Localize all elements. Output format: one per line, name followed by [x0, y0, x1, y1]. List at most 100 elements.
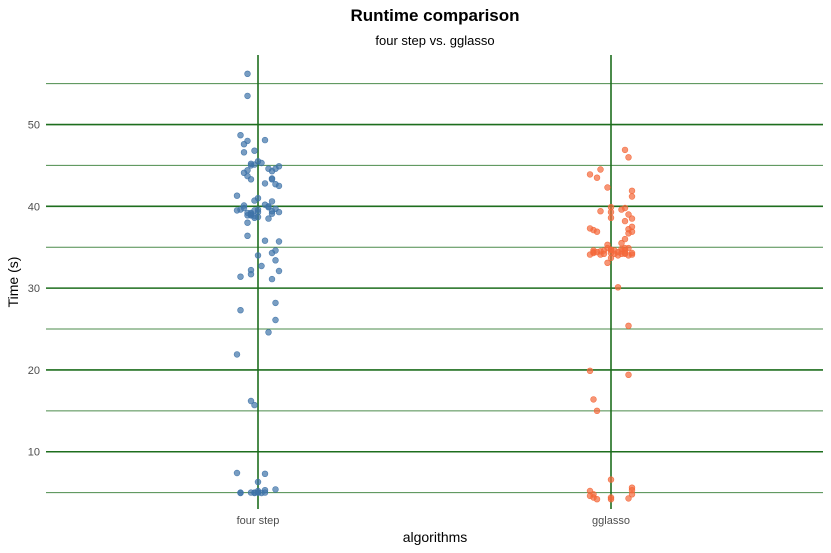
- point-four-step-75: [233, 469, 241, 477]
- chart-subtitle: four step vs. gglasso: [375, 33, 494, 48]
- point-four-step-60: [254, 252, 262, 259]
- point-four-step-70: [272, 316, 279, 324]
- point-gglasso-56: [607, 246, 615, 253]
- y-tick-label-50: 50: [28, 120, 40, 132]
- point-four-step-64: [258, 262, 265, 270]
- point-gglasso-5: [604, 184, 611, 191]
- point-four-step-26: [233, 192, 241, 199]
- point-four-step-77: [254, 478, 262, 486]
- point-four-step-0: [244, 70, 251, 78]
- point-gglasso-4: [593, 174, 601, 181]
- chart-title: Runtime comparison: [350, 6, 519, 25]
- data-points: [233, 70, 636, 503]
- point-gglasso-62: [593, 407, 601, 414]
- point-four-step-73: [247, 397, 255, 405]
- point-gglasso-74: [628, 491, 636, 498]
- tick-labels: 10 20 30 40 50 four step gglasso: [28, 120, 630, 527]
- point-four-step-57: [275, 238, 283, 245]
- point-four-step-2: [237, 132, 244, 139]
- point-four-step-7: [240, 149, 248, 156]
- point-four-step-67: [237, 273, 244, 280]
- point-gglasso-44: [597, 251, 604, 258]
- point-four-step-69: [237, 307, 244, 314]
- point-four-step-20: [247, 176, 255, 183]
- point-four-step-74: [251, 401, 258, 409]
- point-gglasso-11: [597, 208, 604, 215]
- point-gglasso-70: [607, 494, 615, 501]
- point-gglasso-23: [625, 230, 632, 237]
- point-gglasso-68: [593, 496, 601, 503]
- point-four-step-68: [272, 299, 279, 307]
- point-gglasso-39: [628, 249, 636, 257]
- point-gglasso-3: [586, 171, 594, 178]
- x-tick-label-gglasso: gglasso: [592, 515, 630, 527]
- point-gglasso-73: [625, 495, 632, 502]
- x-axis-label: algorithms: [403, 529, 468, 545]
- point-four-step-1: [244, 92, 251, 100]
- point-gglasso-59: [625, 371, 632, 378]
- point-four-step-54: [244, 219, 251, 226]
- point-gglasso-1: [625, 154, 632, 161]
- point-four-step-55: [244, 232, 251, 240]
- point-gglasso-12: [607, 208, 615, 216]
- point-four-step-4: [261, 136, 269, 144]
- point-gglasso-50: [607, 254, 615, 262]
- y-tick-label-20: 20: [28, 365, 40, 377]
- point-gglasso-54: [618, 245, 625, 253]
- point-gglasso-10: [618, 206, 625, 213]
- grid-lines: [46, 55, 823, 509]
- point-gglasso-25: [618, 239, 625, 247]
- point-gglasso-61: [590, 396, 597, 403]
- point-four-step-72: [233, 351, 241, 358]
- point-four-step-66: [268, 275, 276, 283]
- point-four-step-71: [265, 329, 272, 336]
- point-gglasso-57: [614, 284, 622, 291]
- point-four-step-62: [275, 267, 283, 275]
- point-four-step-59: [268, 249, 276, 257]
- point-four-step-28: [268, 198, 276, 205]
- point-gglasso-13: [625, 211, 632, 218]
- point-four-step-38: [265, 204, 272, 211]
- point-gglasso-2: [597, 166, 604, 173]
- point-four-step-76: [261, 470, 269, 477]
- point-gglasso-60: [586, 367, 594, 374]
- point-four-step-61: [272, 257, 279, 264]
- point-four-step-16: [268, 168, 276, 175]
- point-gglasso-55: [621, 250, 629, 258]
- point-four-step-5: [240, 141, 248, 148]
- point-four-step-25: [275, 182, 283, 190]
- point-four-step-89: [272, 486, 279, 493]
- x-tick-label-four-step: four step: [237, 515, 280, 527]
- point-four-step-23: [261, 180, 269, 187]
- point-four-step-79: [237, 489, 244, 497]
- point-four-step-44: [268, 210, 276, 217]
- point-gglasso-15: [628, 215, 636, 222]
- point-gglasso-7: [628, 193, 636, 200]
- point-gglasso-14: [621, 217, 629, 225]
- y-axis-label: Time (s): [5, 257, 21, 308]
- point-four-step-65: [247, 271, 255, 278]
- point-four-step-6: [251, 147, 258, 154]
- point-four-step-56: [261, 237, 269, 244]
- point-four-step-88: [261, 489, 269, 496]
- point-four-step-85: [251, 489, 258, 497]
- point-gglasso-52: [590, 247, 597, 254]
- point-four-step-53: [254, 213, 262, 221]
- point-gglasso-16: [607, 214, 615, 222]
- point-gglasso-51: [604, 259, 611, 266]
- point-gglasso-21: [593, 228, 601, 235]
- point-four-step-29: [251, 197, 258, 204]
- point-gglasso-0: [621, 146, 629, 154]
- point-four-step-43: [275, 208, 283, 216]
- point-four-step-52: [265, 215, 272, 222]
- point-gglasso-6: [628, 187, 636, 195]
- point-four-step-35: [233, 207, 241, 214]
- point-gglasso-58: [625, 322, 632, 329]
- point-four-step-22: [268, 176, 276, 183]
- y-tick-label-10: 10: [28, 447, 40, 459]
- y-tick-label-40: 40: [28, 201, 40, 213]
- y-tick-label-30: 30: [28, 283, 40, 295]
- point-four-step-9: [258, 159, 265, 167]
- point-gglasso-24: [621, 235, 629, 243]
